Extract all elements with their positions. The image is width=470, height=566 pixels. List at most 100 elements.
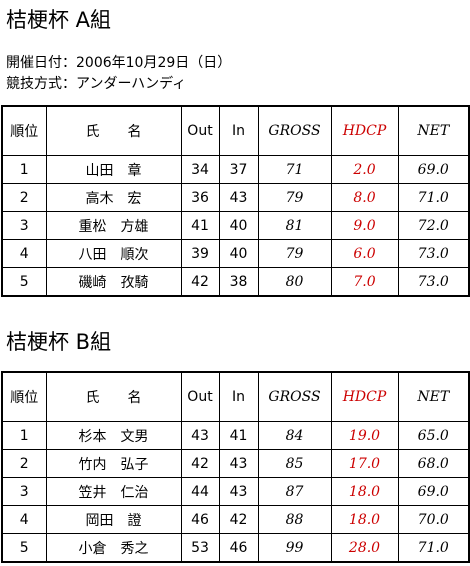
- header-cell: NET: [397, 371, 470, 422]
- cell: 2.0: [330, 155, 399, 184]
- header-cell: Out: [180, 371, 220, 422]
- cell: 69.0: [397, 155, 470, 184]
- cell: 2: [1, 183, 47, 212]
- data-row: 3 笠井 仁治 44 43 87 18.0 69.0: [1, 477, 470, 506]
- info-line: 開催日付：2006年10月29日（日）: [6, 55, 232, 71]
- header-cell: 順位: [1, 105, 47, 156]
- cell: 41: [180, 211, 220, 240]
- score-table: 順位氏 名 Out In GROSS HDCP NET 1 山田 章 34 37 71 2.0 69.0…: [1, 105, 470, 297]
- header-cell: GROSS: [257, 371, 332, 422]
- cell: 53: [180, 533, 220, 563]
- cell: 85: [257, 449, 332, 478]
- data-row: 1 山田 章 34 37 71 2.0 69.0: [1, 155, 470, 184]
- cell: 杉本 文男: [45, 421, 182, 450]
- cell: 岡田 證: [45, 505, 182, 534]
- cell: 88: [257, 505, 332, 534]
- cell: 4: [1, 505, 47, 534]
- cell: 79: [257, 183, 332, 212]
- cell: 40: [218, 239, 259, 268]
- data-row: 2 竹内 弘子 42 43 85 17.0 68.0: [1, 449, 470, 478]
- cell: 42: [218, 505, 259, 534]
- cell: 80: [257, 267, 332, 297]
- cell: 5: [1, 267, 47, 297]
- cell: 小倉 秀之: [45, 533, 182, 563]
- cell: 4: [1, 239, 47, 268]
- header-cell: NET: [397, 105, 470, 156]
- cell: 43: [218, 183, 259, 212]
- cell: 99: [257, 533, 332, 563]
- cell: 8.0: [330, 183, 399, 212]
- cell: 山田 章: [45, 155, 182, 184]
- cell: 高木 宏: [45, 183, 182, 212]
- section-title: 桔梗杯 B組: [6, 330, 112, 354]
- header-cell: HDCP: [330, 371, 399, 422]
- header-cell: 順位: [1, 371, 47, 422]
- cell: 18.0: [330, 505, 399, 534]
- cell: 6.0: [330, 239, 399, 268]
- data-row: 5 小倉 秀之 53 46 99 28.0 71.0: [1, 533, 470, 563]
- cell: 69.0: [397, 477, 470, 506]
- cell: 重松 方雄: [45, 211, 182, 240]
- cell: 65.0: [397, 421, 470, 450]
- header-cell: HDCP: [330, 105, 399, 156]
- cell: 81: [257, 211, 332, 240]
- cell: 9.0: [330, 211, 399, 240]
- cell: 17.0: [330, 449, 399, 478]
- cell: 3: [1, 211, 47, 240]
- data-row: 4 岡田 證 46 42 88 18.0 70.0: [1, 505, 470, 534]
- cell: 18.0: [330, 477, 399, 506]
- info-line: 競技方式：アンダーハンディ: [6, 76, 187, 92]
- cell: 笠井 仁治: [45, 477, 182, 506]
- cell: 44: [180, 477, 220, 506]
- cell: 39: [180, 239, 220, 268]
- cell: 84: [257, 421, 332, 450]
- cell: 73.0: [397, 267, 470, 297]
- cell: 71: [257, 155, 332, 184]
- cell: 3: [1, 477, 47, 506]
- cell: 34: [180, 155, 220, 184]
- cell: 38: [218, 267, 259, 297]
- cell: 41: [218, 421, 259, 450]
- section-title: 桔梗杯 A組: [6, 8, 112, 32]
- cell: 42: [180, 267, 220, 297]
- header-row: 順位氏 名 Out In GROSS HDCP NET: [1, 371, 470, 422]
- cell: 5: [1, 533, 47, 563]
- cell: 43: [218, 449, 259, 478]
- cell: 36: [180, 183, 220, 212]
- cell: 70.0: [397, 505, 470, 534]
- cell: 42: [180, 449, 220, 478]
- cell: 7.0: [330, 267, 399, 297]
- cell: 28.0: [330, 533, 399, 563]
- header-cell: Out: [180, 105, 220, 156]
- header-row: 順位氏 名 Out In GROSS HDCP NET: [1, 105, 470, 156]
- header-cell: In: [218, 371, 259, 422]
- cell: 37: [218, 155, 259, 184]
- cell: 40: [218, 211, 259, 240]
- cell: 2: [1, 449, 47, 478]
- data-row: 1 杉本 文男 43 41 84 19.0 65.0: [1, 421, 470, 450]
- cell: 43: [180, 421, 220, 450]
- header-cell: 氏 名: [45, 105, 182, 156]
- cell: 79: [257, 239, 332, 268]
- cell: 19.0: [330, 421, 399, 450]
- cell: 46: [218, 533, 259, 563]
- cell: 43: [218, 477, 259, 506]
- data-row: 2 高木 宏 36 43 79 8.0 71.0: [1, 183, 470, 212]
- cell: 磯崎 孜騎: [45, 267, 182, 297]
- cell: 46: [180, 505, 220, 534]
- header-cell: GROSS: [257, 105, 332, 156]
- cell: 71.0: [397, 533, 470, 563]
- cell: 72.0: [397, 211, 470, 240]
- score-table: 順位氏 名 Out In GROSS HDCP NET 1 杉本 文男 43 41 84 19.0 65…: [1, 371, 470, 563]
- header-cell: In: [218, 105, 259, 156]
- cell: 87: [257, 477, 332, 506]
- data-row: 4 八田 順次 39 40 79 6.0 73.0: [1, 239, 470, 268]
- cell: 71.0: [397, 183, 470, 212]
- cell: 68.0: [397, 449, 470, 478]
- header-cell: 氏 名: [45, 371, 182, 422]
- data-row: 5 磯崎 孜騎 42 38 80 7.0 73.0: [1, 267, 470, 297]
- cell: 73.0: [397, 239, 470, 268]
- cell: 1: [1, 155, 47, 184]
- cell: 1: [1, 421, 47, 450]
